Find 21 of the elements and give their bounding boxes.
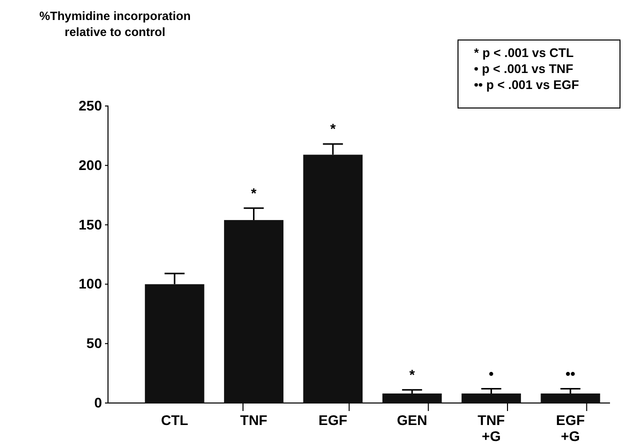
y-tick-label: 50 <box>86 335 102 352</box>
y-axis-title: %Thymidine incorporation relative to control <box>39 9 191 39</box>
x-tick-label: EGF <box>318 412 348 428</box>
text: * p < .001 vs CTL <box>474 46 574 60</box>
annotation: •• <box>566 365 576 382</box>
annotation: * <box>409 366 416 383</box>
x-tick-label: TNF +G <box>478 412 506 444</box>
annotation: * <box>251 184 258 201</box>
text: • p < .001 vs TNF <box>474 62 574 76</box>
y-tick-label: 200 <box>78 156 102 173</box>
annotation: * <box>330 120 336 137</box>
y-tick-label: 150 <box>78 216 102 232</box>
y-tick-label: 250 <box>78 97 102 114</box>
x-tick-label: GEN <box>396 412 428 428</box>
y-tick-label: 100 <box>78 276 102 292</box>
x-tick-label: EGF +G <box>556 412 586 444</box>
text: •• p < .001 vs EGF <box>474 78 580 92</box>
y-tick-label: 0 <box>94 394 102 410</box>
annotation: • <box>488 365 494 382</box>
x-tick-label: CTL <box>160 412 189 428</box>
x-tick-label: TNF <box>240 412 268 428</box>
